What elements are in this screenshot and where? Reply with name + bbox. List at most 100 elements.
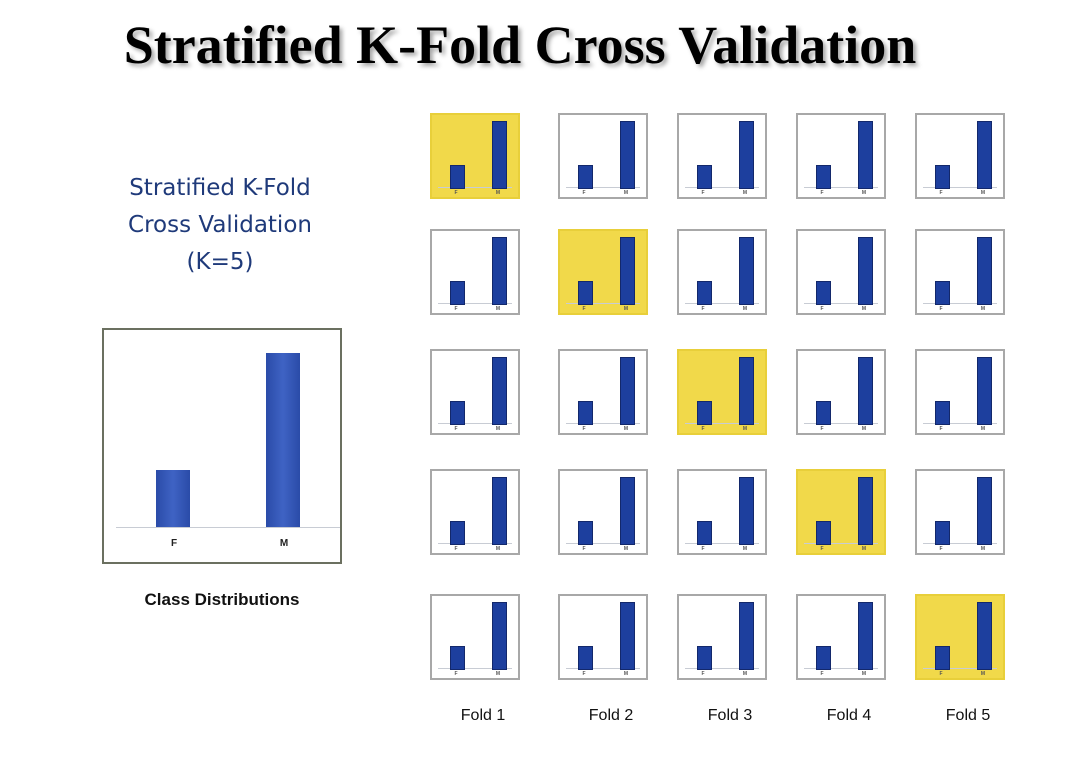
x-axis: [804, 187, 878, 188]
tick-label-M: M: [495, 671, 501, 677]
side-title-line: Cross Validation: [128, 212, 312, 238]
fold-label: Fold 4: [826, 707, 872, 724]
fold-label: Fold 3: [707, 707, 753, 724]
x-axis: [685, 303, 759, 304]
bar-F: [450, 521, 465, 545]
bar-M: [620, 121, 635, 189]
tick-label-F: F: [454, 546, 458, 552]
tick-label-M: M: [742, 426, 748, 432]
tick-label-M: M: [623, 671, 629, 677]
tick-label-M: M: [623, 190, 629, 196]
bar-F: [697, 281, 712, 305]
tick-label-F: F: [820, 671, 824, 677]
bar-M: [492, 357, 507, 425]
tick-label-F: F: [582, 546, 586, 552]
bar-M: [739, 121, 754, 189]
bar-M: [977, 602, 992, 670]
tick-label-M: M: [495, 546, 501, 552]
bar-M: [266, 353, 300, 527]
bar-M: [977, 477, 992, 545]
x-axis: [438, 187, 512, 188]
x-axis: [804, 668, 878, 669]
main-title: Stratified K-Fold Cross Validation: [123, 15, 917, 75]
tick-label-F: F: [820, 190, 824, 196]
bar-F: [816, 165, 831, 189]
x-axis: [566, 423, 640, 424]
tick-label-M: M: [742, 671, 748, 677]
x-axis: [685, 187, 759, 188]
bar-M: [492, 477, 507, 545]
bar-M: [492, 602, 507, 670]
tick-label-M: M: [623, 546, 629, 552]
bar-M: [858, 602, 873, 670]
tick-label-F: F: [582, 306, 586, 312]
fold-label: Fold 5: [945, 707, 991, 724]
tick-label-F: F: [582, 190, 586, 196]
bar-F: [816, 401, 831, 425]
class-distributions-caption: Class Distributions: [144, 590, 300, 609]
bar-F: [450, 281, 465, 305]
x-axis: [804, 543, 878, 544]
bar-M: [858, 477, 873, 545]
tick-label-M: M: [742, 306, 748, 312]
tick-label-F: F: [939, 190, 943, 196]
x-axis: [923, 543, 997, 544]
bar-F: [450, 165, 465, 189]
tick-label-F: F: [701, 671, 705, 677]
tick-label-M: M: [861, 671, 867, 677]
bar-M: [620, 477, 635, 545]
tick-label-F: F: [582, 426, 586, 432]
bar-F: [697, 165, 712, 189]
bar-M: [977, 357, 992, 425]
x-axis: [804, 303, 878, 304]
x-axis: [923, 303, 997, 304]
x-axis: [566, 668, 640, 669]
bar-F: [935, 646, 950, 670]
bar-F: [697, 401, 712, 425]
tick-label-M: M: [861, 306, 867, 312]
tick-label-F: F: [820, 426, 824, 432]
tick-label-M: M: [279, 538, 289, 549]
tick-label-M: M: [495, 306, 501, 312]
bar-M: [739, 602, 754, 670]
fold-label: Fold 1: [460, 707, 506, 724]
tick-label-F: F: [820, 546, 824, 552]
x-axis: [438, 303, 512, 304]
x-axis: [804, 423, 878, 424]
bar-F: [935, 165, 950, 189]
tick-label-M: M: [980, 671, 986, 677]
bar-M: [858, 237, 873, 305]
bar-F: [697, 646, 712, 670]
tick-label-F: F: [701, 306, 705, 312]
x-axis: [566, 543, 640, 544]
x-axis: [923, 423, 997, 424]
tick-label-F: F: [939, 306, 943, 312]
tick-label-M: M: [980, 306, 986, 312]
tick-label-M: M: [980, 426, 986, 432]
tick-label-F: F: [939, 426, 943, 432]
tick-label-M: M: [742, 190, 748, 196]
tick-label-M: M: [861, 546, 867, 552]
fold-label: Fold 2: [588, 707, 634, 724]
x-axis: [566, 187, 640, 188]
bar-M: [620, 237, 635, 305]
bar-F: [816, 521, 831, 545]
bar-F: [816, 646, 831, 670]
bar-M: [739, 357, 754, 425]
tick-label-F: F: [939, 546, 943, 552]
tick-label-M: M: [495, 426, 501, 432]
